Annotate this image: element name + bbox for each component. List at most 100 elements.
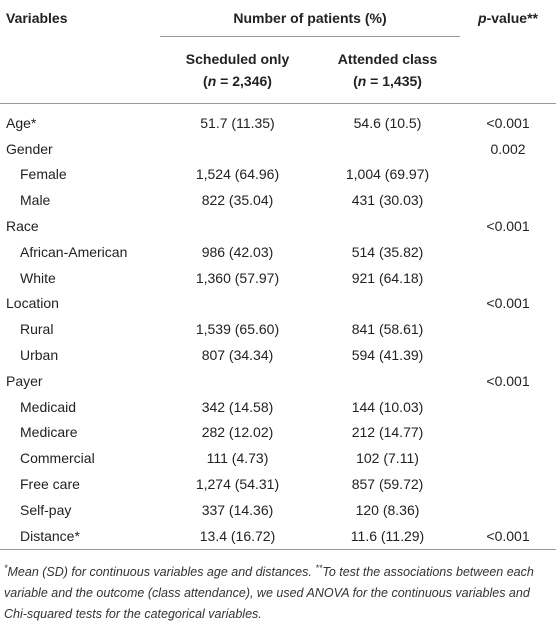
cell [460,162,556,188]
cell: <0.001 [486,295,530,312]
cell: 857 (59.72) [351,476,424,493]
cell: 212 (14.77) [351,424,424,441]
cell: Male [20,192,51,209]
footnote: *Mean (SD) for continuous variables age … [0,550,556,625]
subheader-open: ( [203,73,208,89]
cell [460,316,556,342]
cell: Medicare [20,424,78,441]
subrow: White 1,360 (57.97) 921 (64.18) [0,265,556,291]
footnote-text: Mean (SD) for continuous variables age a… [7,564,316,579]
cell [315,136,460,162]
cell [160,291,315,317]
cell [460,445,556,471]
cell: 594 (41.39) [351,347,424,364]
cell: <0.001 [486,114,530,131]
cell: 986 (42.03) [201,243,274,260]
cell: <0.001 [460,522,556,550]
cell: 120 (8.36) [355,501,420,518]
subrow: African-American 986 (42.03) 514 (35.82) [0,239,556,265]
cell: 1,524 (64.96) [195,166,280,183]
header-cell: p-value** [460,0,556,37]
cell: 282 (12.02) [201,424,274,441]
header-cell: Attended class (n = 1,435) [315,36,461,104]
row: Age* 51.7 (11.35) 54.6 (10.5) <0.001 [0,104,556,136]
cell: 514 (35.82) [351,243,424,260]
cell [460,187,556,213]
cell: 51.7 (11.35) [200,114,275,131]
cell [315,213,460,239]
row: Gender 0.002 [0,136,556,162]
subrow: Male 822 (35.04) 431 (30.03) [0,187,556,213]
cell: <0.001 [486,218,530,235]
table-body: Age* 51.7 (11.35) 54.6 (10.5) <0.001 Gender 0… [0,104,556,550]
cell [460,265,556,291]
cell [160,136,315,162]
cell: Payer [6,372,43,389]
row: Payer <0.001 [0,368,556,394]
cell: 111 (4.73) [206,450,269,467]
row: Race <0.001 [0,213,556,239]
subrow: Medicare 282 (12.02) 212 (14.77) [0,420,556,446]
header-italic: p [478,10,487,27]
cell: 1,274 (54.31) [195,476,280,493]
cell: Gender [6,140,53,157]
subrow: Rural 1,539 (65.60) 841 (58.61) [0,316,556,342]
subrow: Distance* 13.4 (16.72) 11.6 (11.29) <0.001 [0,522,556,550]
subrow: Medicaid 342 (14.58) 144 (10.03) [0,394,556,420]
header-text: -value** [486,10,538,27]
cell [160,213,315,239]
cell [460,420,556,446]
cell: African-American [20,243,128,260]
cell: 1,539 (65.60) [195,321,280,338]
cell: 431 (30.03) [351,192,424,209]
row: Location <0.001 [0,291,556,317]
subheader-row: Scheduled only (n = 2,346) Attended class… [0,36,556,104]
cell: Age* [6,114,37,131]
subheader-italic: n [357,73,367,89]
footnote-mark: ** [315,562,323,573]
subrow: Free care 1,274 (54.31) 857 (59.72) [0,471,556,497]
cell: 841 (58.61) [351,321,424,338]
subheader-italic: n [207,73,217,89]
cell: Location [6,295,59,312]
cell: Distance* [0,522,160,550]
subheader-count: = 2,346) [216,73,272,89]
header-cell [0,36,160,104]
subheader-open: ( [353,73,358,89]
cell: Free care [20,476,80,493]
cell: 54.6 (10.5) [353,114,422,131]
cell [460,342,556,368]
cell: Urban [20,347,59,364]
cell: 144 (10.03) [351,398,424,415]
cell: 0.002 [490,140,526,157]
cell: 1,004 (69.97) [345,166,430,183]
header-cell: Variables [6,10,68,27]
cell: Rural [20,321,54,338]
header-cell [460,36,556,104]
cell: <0.001 [486,372,530,389]
cell: 822 (35.04) [201,192,274,209]
cell: 342 (14.58) [201,398,274,415]
cell: Race [6,218,39,235]
subheader-name: Attended class [337,51,438,67]
header-row: Variables Number of patients (%) p-value… [0,0,556,37]
cell [460,497,556,523]
footnote-mark: * [4,562,8,573]
cell [460,471,556,497]
subheader-name: Scheduled only [185,51,290,67]
cell [460,239,556,265]
data-table: Variables Number of patients (%) p-value… [0,0,556,550]
cell: 1,360 (57.97) [195,269,280,286]
cell: 337 (14.36) [201,501,274,518]
subrow: Self-pay 337 (14.36) 120 (8.36) [0,497,556,523]
cell [315,291,460,317]
footnote-text: To test the associations between each va… [4,564,534,621]
cell: 807 (34.34) [201,347,274,364]
cell: Commercial [20,450,95,467]
cell: Self-pay [20,501,72,518]
cell: 102 (7.11) [356,450,419,467]
cell: Medicaid [20,398,77,415]
cell [160,368,315,394]
header-cell: Number of patients (%) [160,0,461,37]
